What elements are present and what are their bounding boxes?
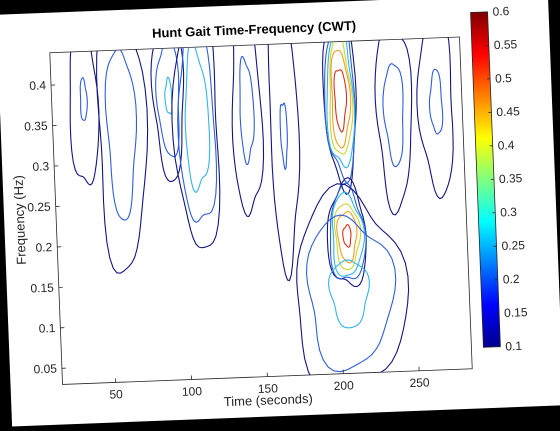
x-tick-label-4: 250 <box>409 375 430 390</box>
colorbar-tick-label-3: 0.25 <box>501 238 525 253</box>
plot-area <box>50 37 472 384</box>
colorbar-tick-label-1: 0.15 <box>504 305 528 320</box>
colorbar-tick-label-0: 0.1 <box>505 339 523 354</box>
colorbar-tick-label-2: 0.2 <box>503 272 521 287</box>
colorbar-tick-label-7: 0.45 <box>496 104 520 119</box>
y-tick-label-7: 0.4 <box>29 78 47 93</box>
colorbar-tick-label-10: 0.6 <box>492 4 510 19</box>
x-axis-label: Time (seconds) <box>223 391 313 409</box>
y-tick-label-2: 0.15 <box>30 281 54 296</box>
colorbar <box>471 12 501 347</box>
colorbar-tick-label-8: 0.5 <box>495 71 513 86</box>
y-tick-label-3: 0.2 <box>35 240 53 255</box>
y-tick-label-1: 0.1 <box>38 321 56 336</box>
chart-title: Hunt Gait Time-Frequency (CWT) <box>152 18 357 41</box>
y-tick-label-6: 0.35 <box>24 119 48 134</box>
y-tick-label-0: 0.05 <box>33 361 57 376</box>
x-tick-label-1: 100 <box>182 384 203 399</box>
y-axis-label: Frequency (Hz) <box>10 175 28 265</box>
colorbar-tick-label-5: 0.35 <box>499 171 523 186</box>
x-tick-label-0: 50 <box>109 387 123 402</box>
x-tick-label-3: 200 <box>333 378 354 393</box>
y-tick-label-5: 0.3 <box>32 159 50 174</box>
y-tick-label-4: 0.25 <box>27 200 51 215</box>
colorbar-tick-label-6: 0.4 <box>497 138 515 153</box>
colorbar-tick-label-9: 0.55 <box>494 37 518 52</box>
colorbar-tick-label-4: 0.3 <box>500 205 518 220</box>
